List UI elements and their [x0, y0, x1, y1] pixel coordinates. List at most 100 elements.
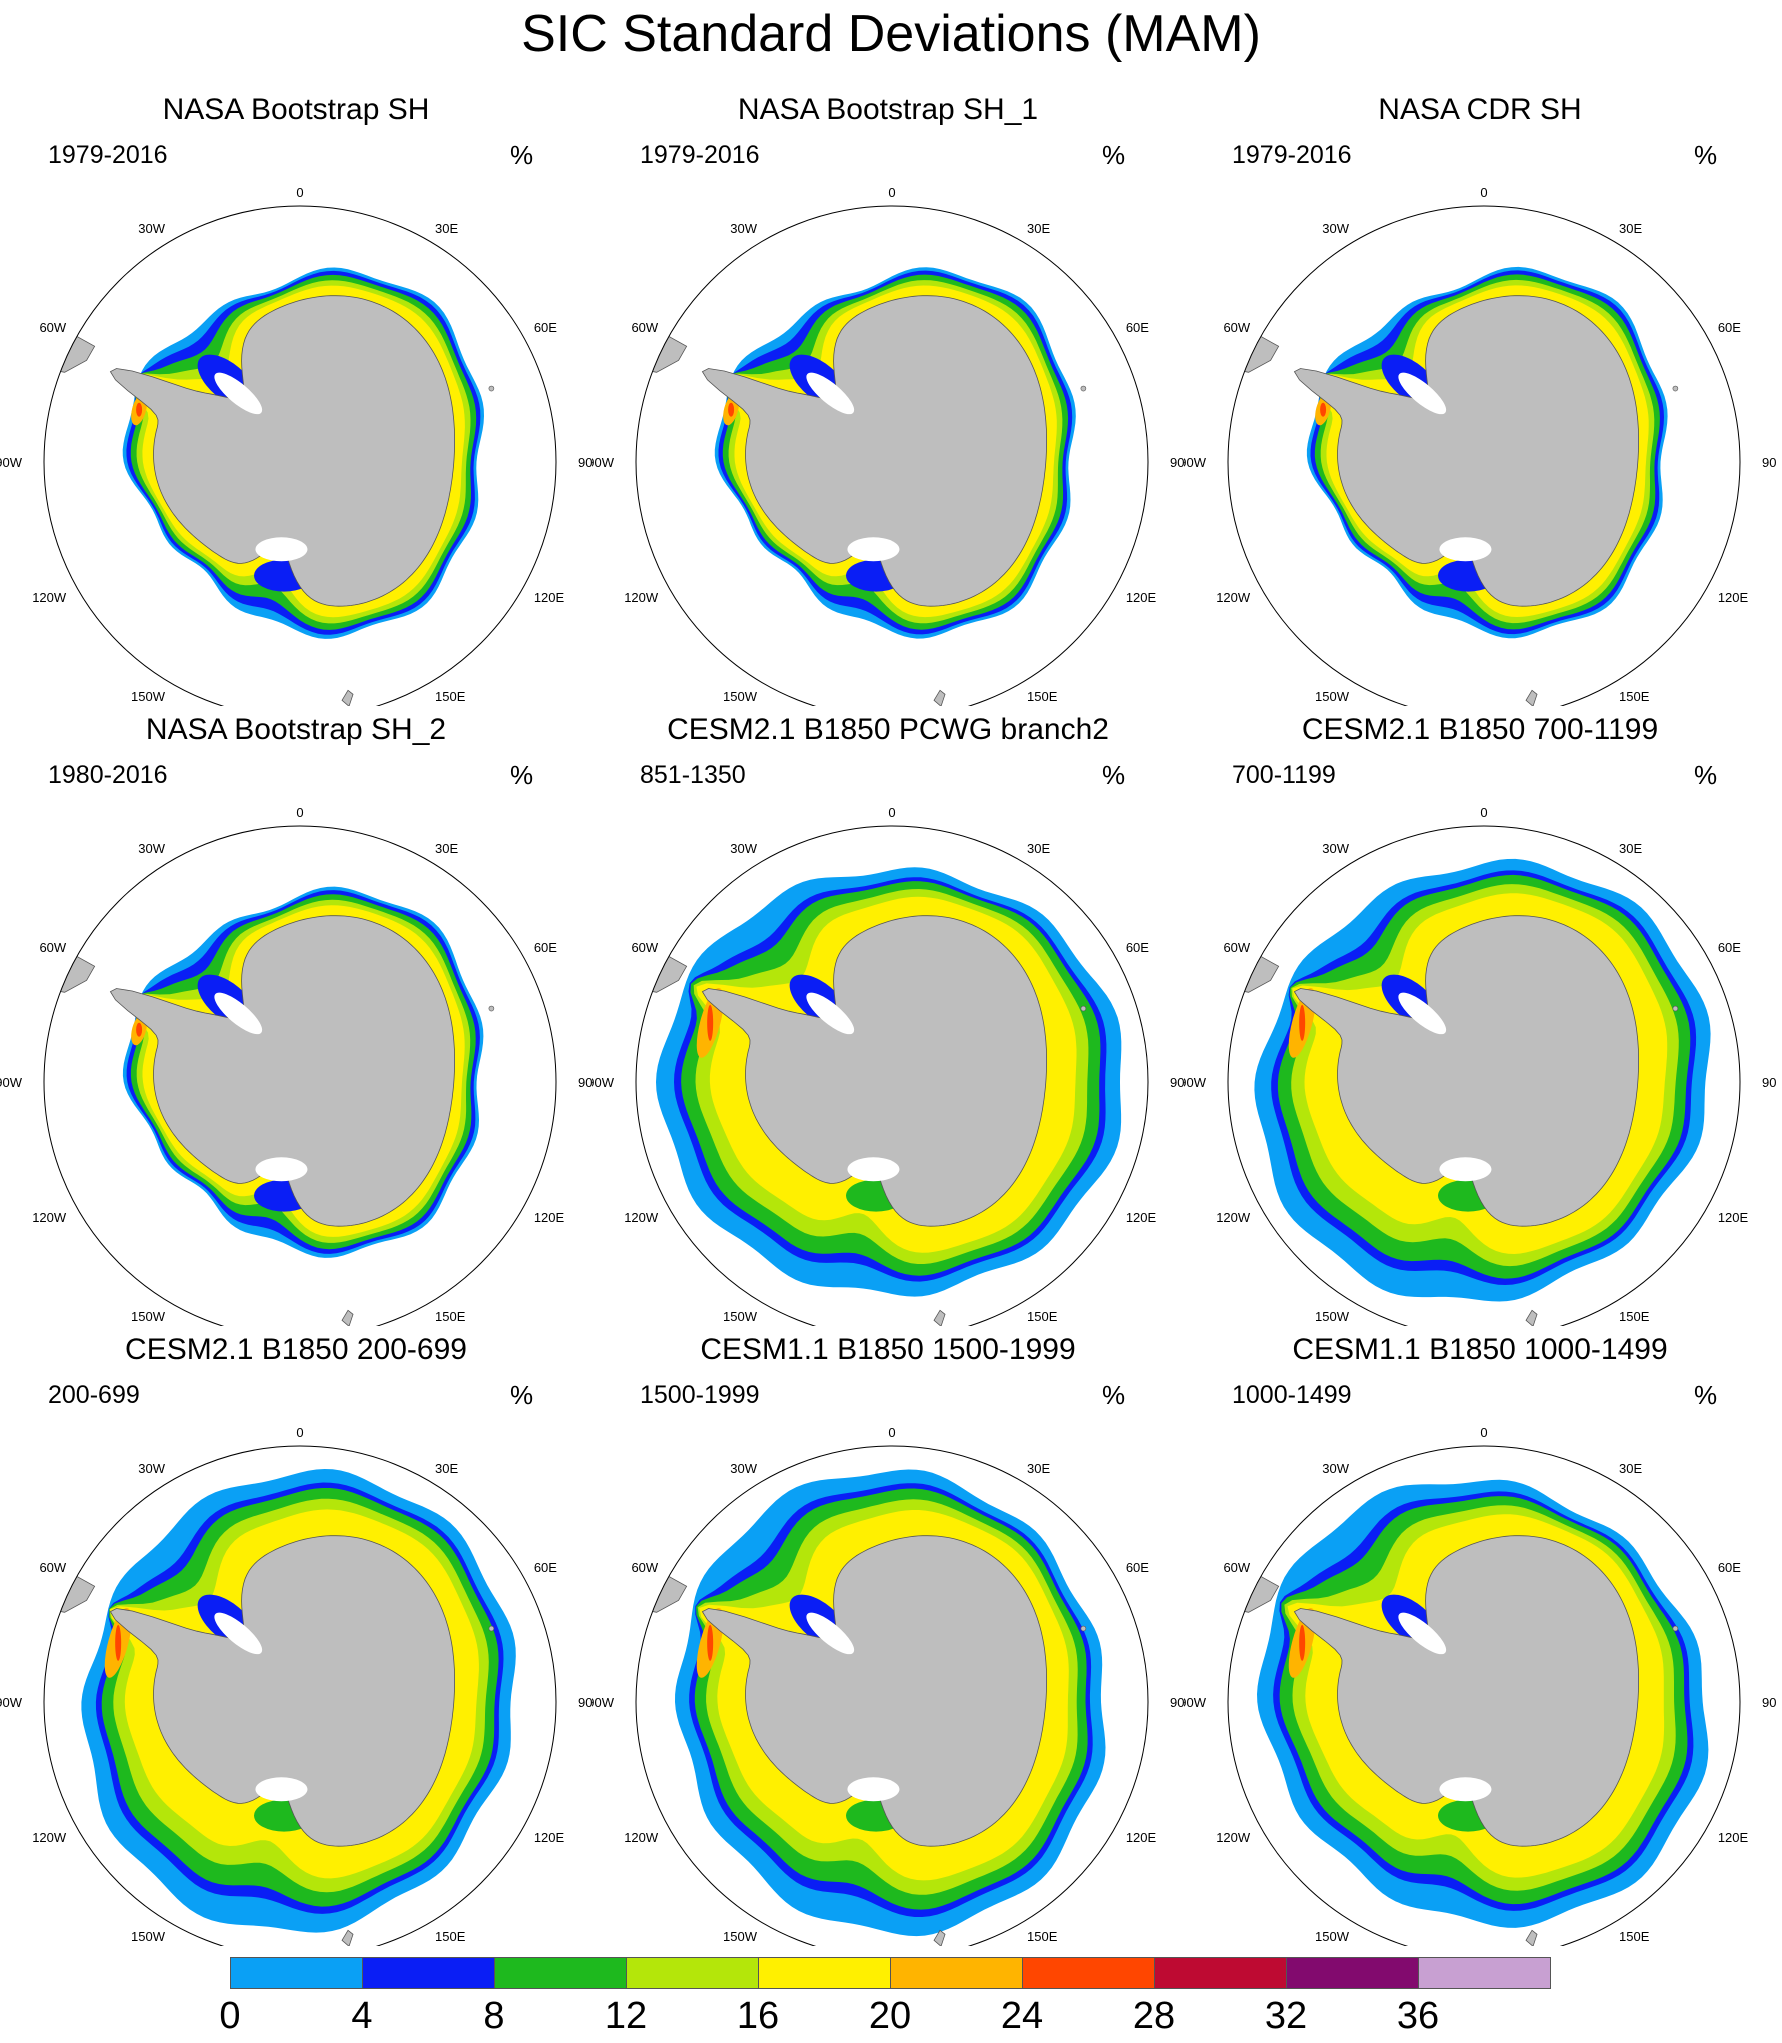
panel-period: 1979-2016: [1232, 141, 1352, 169]
longitude-label: 120E: [534, 1830, 565, 1845]
longitude-label: 60E: [1718, 940, 1741, 955]
longitude-label: 90W: [1184, 455, 1207, 470]
polar-stereographic-map: 030E60E90E120E150E180150W120W90W60W30W: [592, 185, 1184, 706]
polar-stereographic-map: 030E60E90E120E150E180150W120W90W60W30W: [0, 185, 592, 706]
map-panel: NASA Bootstrap SH 1979-2016% 0 30E 60E 90E 120…: [0, 92, 592, 712]
sic-hotspot: [707, 1004, 714, 1041]
panel-units: %: [1694, 140, 1718, 170]
south-america-landmass: [44, 335, 96, 373]
colorbar-tick-label: 4: [351, 1995, 373, 2037]
longitude-label: 120W: [32, 1830, 67, 1845]
longitude-label: 30E: [1619, 1461, 1642, 1476]
longitude-label: 120W: [32, 1210, 67, 1225]
kerguelen-island: [488, 1625, 495, 1632]
sic-hotspot: [1299, 1624, 1306, 1661]
map-boundary: [43, 1445, 557, 1946]
sic-hotspot: [728, 402, 735, 417]
longitude-label: 0: [888, 805, 895, 820]
longitude-label: 90E: [578, 1695, 592, 1710]
longitude-label: 120E: [534, 1210, 565, 1225]
sic-hotspot: [136, 1022, 143, 1037]
panel-period: 1979-2016: [640, 141, 760, 169]
map-panel: CESM2.1 B1850 200-699 200-699% 0 30E 60E 90E 1…: [0, 1332, 592, 1952]
ice-shelf: [806, 1612, 855, 1655]
longitude-label: 120W: [624, 1210, 659, 1225]
longitude-label: 120E: [1126, 1210, 1157, 1225]
kerguelen-island: [1672, 1625, 1679, 1632]
longitude-label: 90W: [1184, 1695, 1207, 1710]
panel-period: 200-699: [48, 1381, 140, 1409]
longitude-label: 60W: [39, 940, 66, 955]
longitude-label: 60W: [39, 1560, 66, 1575]
new-zealand-landmass: [933, 689, 946, 706]
kerguelen-island: [488, 385, 495, 392]
colorbar-tick-label: 36: [1396, 1995, 1440, 2037]
colorbar: [230, 1957, 1551, 1991]
panel-units: %: [510, 140, 534, 170]
longitude-label: 150E: [1027, 689, 1058, 704]
panel-title: NASA Bootstrap SH_2: [145, 713, 447, 746]
panel-title: NASA CDR SH: [1378, 93, 1582, 126]
colorbar-tick-label: 24: [1000, 1995, 1044, 2037]
map-panel: CESM1.1 B1850 1500-1999 1500-1999% 0 30E 60E…: [592, 1332, 1184, 1952]
map-boundary: [635, 1445, 1149, 1946]
antarctica-landmass: [1293, 915, 1639, 1227]
longitude-label: 150W: [131, 689, 166, 704]
polar-stereographic-map: 030E60E90E120E150E180150W120W90W60W30W: [0, 805, 592, 1326]
panel-period: 700-1199: [1232, 761, 1336, 789]
longitude-label: 60W: [1223, 1560, 1250, 1575]
map-panel: NASA CDR SH 1979-2016% 0 30E 60E 90E 120E 150E 1…: [1184, 92, 1776, 712]
longitude-label: 120E: [1718, 1830, 1749, 1845]
longitude-label: 90E: [1762, 1075, 1776, 1090]
south-america-landmass: [636, 335, 688, 373]
longitude-label: 120W: [1216, 590, 1251, 605]
colorbar-swatch: [1154, 1957, 1287, 1989]
ice-shelf: [255, 1157, 308, 1182]
antarctica-landmass: [701, 915, 1047, 1227]
longitude-label: 150W: [723, 689, 758, 704]
longitude-label: 60E: [534, 940, 557, 955]
ice-shelf: [255, 537, 308, 562]
longitude-label: 60W: [631, 940, 658, 955]
longitude-label: 30E: [1027, 1461, 1050, 1476]
antarctica-landmass: [1293, 295, 1639, 607]
kerguelen-island: [1672, 385, 1679, 392]
new-zealand-landmass: [341, 1309, 354, 1326]
colorbar-swatch: [494, 1957, 627, 1989]
longitude-label: 30E: [435, 1461, 458, 1476]
panel-title: CESM1.1 B1850 1000-1499: [1292, 1333, 1668, 1366]
panel-title: CESM2.1 B1850 PCWG branch2: [667, 713, 1109, 746]
longitude-label: 90W: [0, 1695, 23, 1710]
longitude-label: 0: [296, 805, 303, 820]
longitude-label: 90E: [1170, 1695, 1184, 1710]
map-boundary: [43, 825, 557, 1326]
south-america-landmass: [44, 1575, 96, 1613]
longitude-label: 30W: [1322, 1461, 1349, 1476]
colorbar-tick-label: 32: [1264, 1995, 1308, 2037]
longitude-label: 90E: [578, 455, 592, 470]
longitude-label: 90E: [1762, 1695, 1776, 1710]
kerguelen-island: [1080, 385, 1087, 392]
figure-title: SIC Standard Deviations (MAM): [521, 5, 1261, 63]
panel-title: NASA Bootstrap SH: [162, 93, 430, 126]
longitude-label: 150W: [1315, 1929, 1350, 1944]
map-boundary: [635, 205, 1149, 706]
longitude-label: 60W: [39, 320, 66, 335]
polar-stereographic-map: 030E60E90E120E150E180150W120W90W60W30W: [592, 805, 1184, 1326]
longitude-label: 30E: [1619, 841, 1642, 856]
antarctica-landmass: [109, 915, 455, 1227]
south-america-landmass: [1228, 1575, 1280, 1613]
map-boundary: [1227, 205, 1741, 706]
longitude-label: 90E: [1170, 455, 1184, 470]
map-boundary: [43, 205, 557, 706]
sic-hotspot: [1320, 402, 1327, 417]
longitude-label: 0: [296, 1425, 303, 1440]
map-boundary: [635, 825, 1149, 1326]
ice-shelf: [1398, 372, 1447, 415]
map-panel: CESM2.1 B1850 700-1199 700-1199% 0 30E 60E 90…: [1184, 712, 1776, 1332]
colorbar-tick-label: 20: [868, 1995, 912, 2037]
longitude-label: 0: [1480, 185, 1487, 200]
longitude-label: 150E: [435, 1309, 466, 1324]
colorbar-swatch: [626, 1957, 759, 1989]
longitude-label: 0: [888, 1425, 895, 1440]
